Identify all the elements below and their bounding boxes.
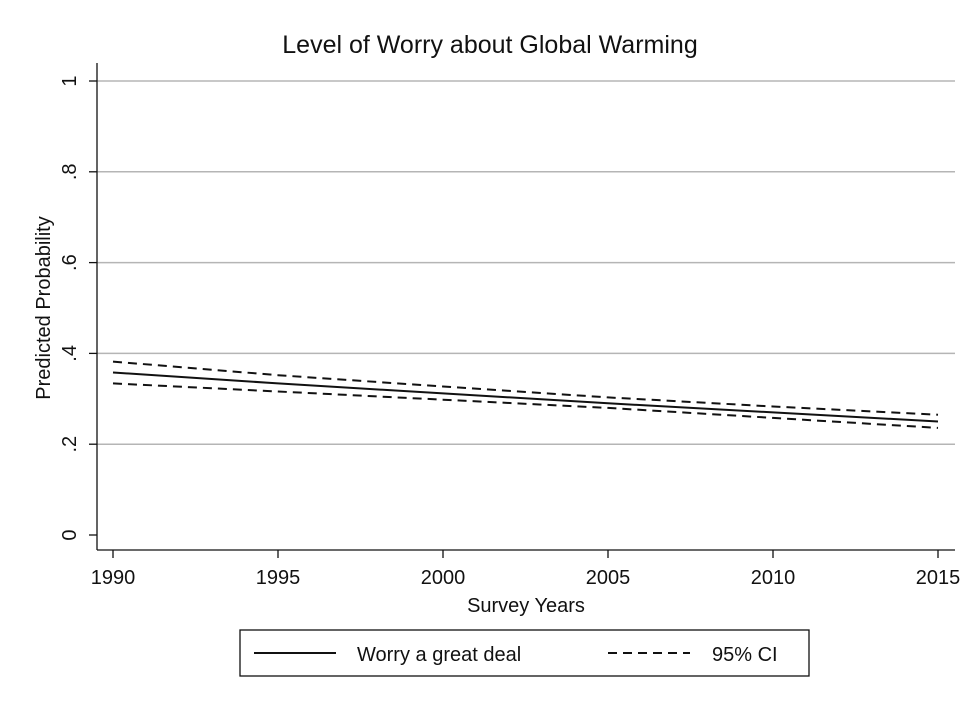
legend-label-main: Worry a great deal: [357, 644, 521, 666]
x-tick-label: 2005: [586, 567, 631, 589]
y-tick-label: .6: [59, 254, 81, 271]
y-tick-label: 1: [59, 75, 81, 86]
y-tick-label: .8: [59, 163, 81, 180]
x-tick-label: 2015: [916, 567, 961, 589]
y-axis-label: Predicted Probability: [33, 216, 55, 399]
x-tick-label: 1995: [256, 567, 301, 589]
legend: Worry a great deal 95% CI: [239, 629, 810, 677]
x-tick-label: 2010: [751, 567, 796, 589]
gridlines: [97, 80, 955, 445]
chart-title: Level of Worry about Global Warming: [282, 31, 697, 59]
y-tick-label: .2: [59, 436, 81, 453]
x-axis-label: Survey Years: [467, 595, 585, 617]
x-tick-label: 2000: [421, 567, 466, 589]
ci-upper-line: [112, 360, 939, 416]
x-tick-label: 1990: [91, 567, 136, 589]
series-lines: [112, 360, 939, 429]
y-tick-label: .4: [59, 345, 81, 362]
worry-great-deal-line: [112, 371, 939, 423]
ci-lower-line: [112, 382, 939, 429]
legend-label-ci: 95% CI: [712, 644, 778, 666]
axes: [89, 63, 955, 558]
y-tick-labels: 0 .2 .4 .6 .8 1: [59, 75, 81, 540]
y-tick-label: 0: [59, 529, 81, 540]
x-tick-labels: 1990 1995 2000 2005 2010 2015: [91, 567, 961, 589]
